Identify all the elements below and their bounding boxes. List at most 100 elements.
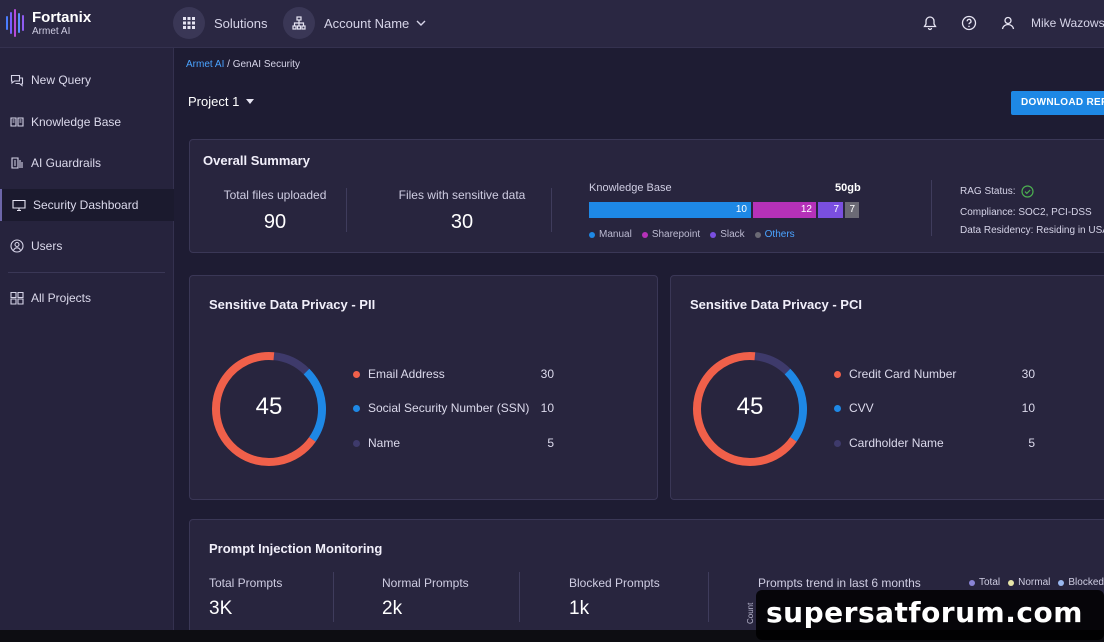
download-report-button[interactable]: DOWNLOAD REP bbox=[1011, 91, 1104, 115]
pci-title: Sensitive Data Privacy - PCI bbox=[690, 297, 862, 312]
legend-dot-icon bbox=[641, 231, 648, 238]
bell-icon[interactable] bbox=[922, 15, 938, 31]
help-icon[interactable] bbox=[961, 15, 977, 31]
kb-legend-item[interactable]: Sharepoint bbox=[641, 229, 701, 240]
divider bbox=[551, 188, 552, 232]
trend-legend-item[interactable]: Blocked bbox=[1058, 577, 1104, 588]
legend-dot-icon bbox=[353, 439, 360, 447]
book-icon bbox=[10, 117, 24, 127]
trend-legend-item[interactable]: Normal bbox=[1008, 577, 1050, 588]
kb-legend-label: Sharepoint bbox=[651, 229, 701, 240]
normal-prompts-label: Normal Prompts bbox=[382, 576, 469, 590]
pii-donut-slice[interactable] bbox=[209, 349, 329, 469]
pii-legend-value: 5 bbox=[547, 436, 554, 450]
divider bbox=[931, 180, 932, 236]
kb-segment-manual: 10 bbox=[589, 202, 751, 218]
breadcrumb-separator: / bbox=[227, 59, 230, 70]
pii-card: Sensitive Data Privacy - PII 45 Email Ad… bbox=[189, 275, 658, 500]
sidebar-item-security-dashboard[interactable]: Security Dashboard bbox=[0, 189, 174, 221]
org-tree-icon bbox=[283, 7, 315, 39]
knowledge-base-bar: 10 12 7 7 bbox=[589, 202, 861, 218]
sidebar-item-label: All Projects bbox=[31, 291, 92, 305]
user-name[interactable]: Mike Wazows bbox=[1031, 16, 1104, 30]
breadcrumb-current: GenAI Security bbox=[232, 59, 300, 70]
apps-grid-icon bbox=[173, 7, 205, 39]
count-axis-label: Count bbox=[746, 602, 755, 624]
trend-legend-label: Total bbox=[979, 577, 1001, 588]
kb-legend-item[interactable]: Slack bbox=[710, 229, 745, 240]
legend-dot-icon bbox=[834, 404, 841, 412]
pci-donut-slice[interactable] bbox=[690, 349, 810, 469]
pii-legend-value: 30 bbox=[540, 367, 554, 381]
sidebar-item-ai-guardrails[interactable]: AI Guardrails bbox=[0, 147, 174, 179]
account-dropdown[interactable]: Account Name bbox=[283, 7, 426, 39]
trend-legend-item[interactable]: Total bbox=[969, 577, 1000, 588]
divider bbox=[519, 572, 520, 622]
legend-dot-icon bbox=[834, 439, 841, 447]
prompts-trend-label: Prompts trend in last 6 months bbox=[758, 576, 921, 590]
guardrail-icon bbox=[11, 157, 23, 169]
knowledge-base-legend: Manual Sharepoint Slack Others bbox=[589, 229, 805, 240]
data-residency-text: Data Residency: Residing in USA bbox=[960, 225, 1104, 236]
main-content: Armet AI / GenAI Security Project 1 DOWN… bbox=[175, 48, 1104, 642]
fortanix-logo[interactable]: Fortanix Armet AI bbox=[6, 8, 91, 38]
sidebar-item-users[interactable]: Users bbox=[0, 230, 174, 262]
logo-mark-icon bbox=[6, 8, 26, 38]
kb-legend-label: Others bbox=[764, 229, 795, 240]
user-icon bbox=[10, 239, 24, 253]
chevron-down-icon bbox=[416, 20, 426, 26]
pci-legend-label: Cardholder Name bbox=[849, 436, 944, 450]
breadcrumb-parent-link[interactable]: Armet AI bbox=[186, 59, 225, 70]
total-prompts-label: Total Prompts bbox=[209, 576, 283, 590]
legend-dot-icon bbox=[589, 231, 595, 238]
pii-legend-item: Social Security Number (SSN) bbox=[353, 401, 529, 415]
sidebar-item-label: Security Dashboard bbox=[33, 198, 139, 212]
prompts-trend-legend: Total Normal Blocked bbox=[969, 577, 1104, 588]
sidebar-item-new-query[interactable]: New Query bbox=[0, 64, 174, 96]
sidebar-item-all-projects[interactable]: All Projects bbox=[0, 282, 174, 314]
account-name-label: Account Name bbox=[324, 15, 410, 31]
rag-status-label: RAG Status: bbox=[960, 186, 1016, 197]
solutions-button[interactable]: Solutions bbox=[173, 7, 267, 39]
divider bbox=[333, 572, 334, 622]
knowledge-base-size: 50gb bbox=[835, 182, 861, 194]
pci-legend-value: 5 bbox=[1028, 436, 1035, 450]
sidebar-item-label: New Query bbox=[31, 73, 92, 87]
brand-name: Fortanix bbox=[32, 8, 92, 26]
trend-legend-label: Blocked bbox=[1068, 577, 1104, 588]
pci-card: Sensitive Data Privacy - PCI 45 Credit C… bbox=[670, 275, 1104, 500]
kb-legend-item[interactable]: Manual bbox=[589, 229, 632, 240]
total-files-label: Total files uploaded bbox=[223, 188, 327, 202]
kb-segment-slack: 7 bbox=[818, 202, 843, 218]
legend-dot-icon bbox=[969, 579, 975, 586]
watermark-text: supersatforum.com bbox=[766, 596, 1083, 629]
prompt-injection-title: Prompt Injection Monitoring bbox=[209, 541, 383, 556]
sidebar-item-knowledge-base[interactable]: Knowledge Base bbox=[0, 106, 174, 138]
user-profile-icon[interactable] bbox=[1000, 15, 1016, 31]
blocked-prompts-label: Blocked Prompts bbox=[569, 576, 660, 590]
legend-dot-icon bbox=[1008, 579, 1015, 586]
sidebar-divider bbox=[8, 272, 165, 273]
pii-total: 45 bbox=[255, 393, 283, 420]
blocked-prompts-value: 1k bbox=[569, 598, 590, 619]
pii-legend-value: 10 bbox=[540, 401, 554, 415]
pci-donut-slice[interactable] bbox=[690, 349, 810, 469]
legend-dot-icon bbox=[834, 370, 841, 378]
solutions-label: Solutions bbox=[214, 15, 268, 31]
sensitive-files-value: 30 bbox=[450, 211, 474, 233]
check-circle-icon bbox=[1020, 185, 1034, 198]
caret-down-icon bbox=[246, 99, 255, 104]
watermark: supersatforum.com bbox=[756, 590, 1104, 640]
breadcrumb: Armet AI / GenAI Security bbox=[186, 59, 300, 70]
divider bbox=[708, 572, 709, 622]
grid-icon bbox=[10, 291, 24, 305]
chat-icon bbox=[10, 74, 24, 87]
project-dropdown[interactable]: Project 1 bbox=[188, 94, 255, 109]
kb-legend-label: Manual bbox=[599, 229, 632, 240]
pci-total: 45 bbox=[736, 393, 764, 420]
pii-legend-item: Name bbox=[353, 436, 400, 450]
knowledge-base-label: Knowledge Base bbox=[589, 182, 672, 194]
pci-legend-item: Cardholder Name bbox=[834, 436, 944, 450]
kb-legend-item[interactable]: Others bbox=[754, 229, 795, 240]
pci-legend-item: Credit Card Number bbox=[834, 367, 956, 381]
